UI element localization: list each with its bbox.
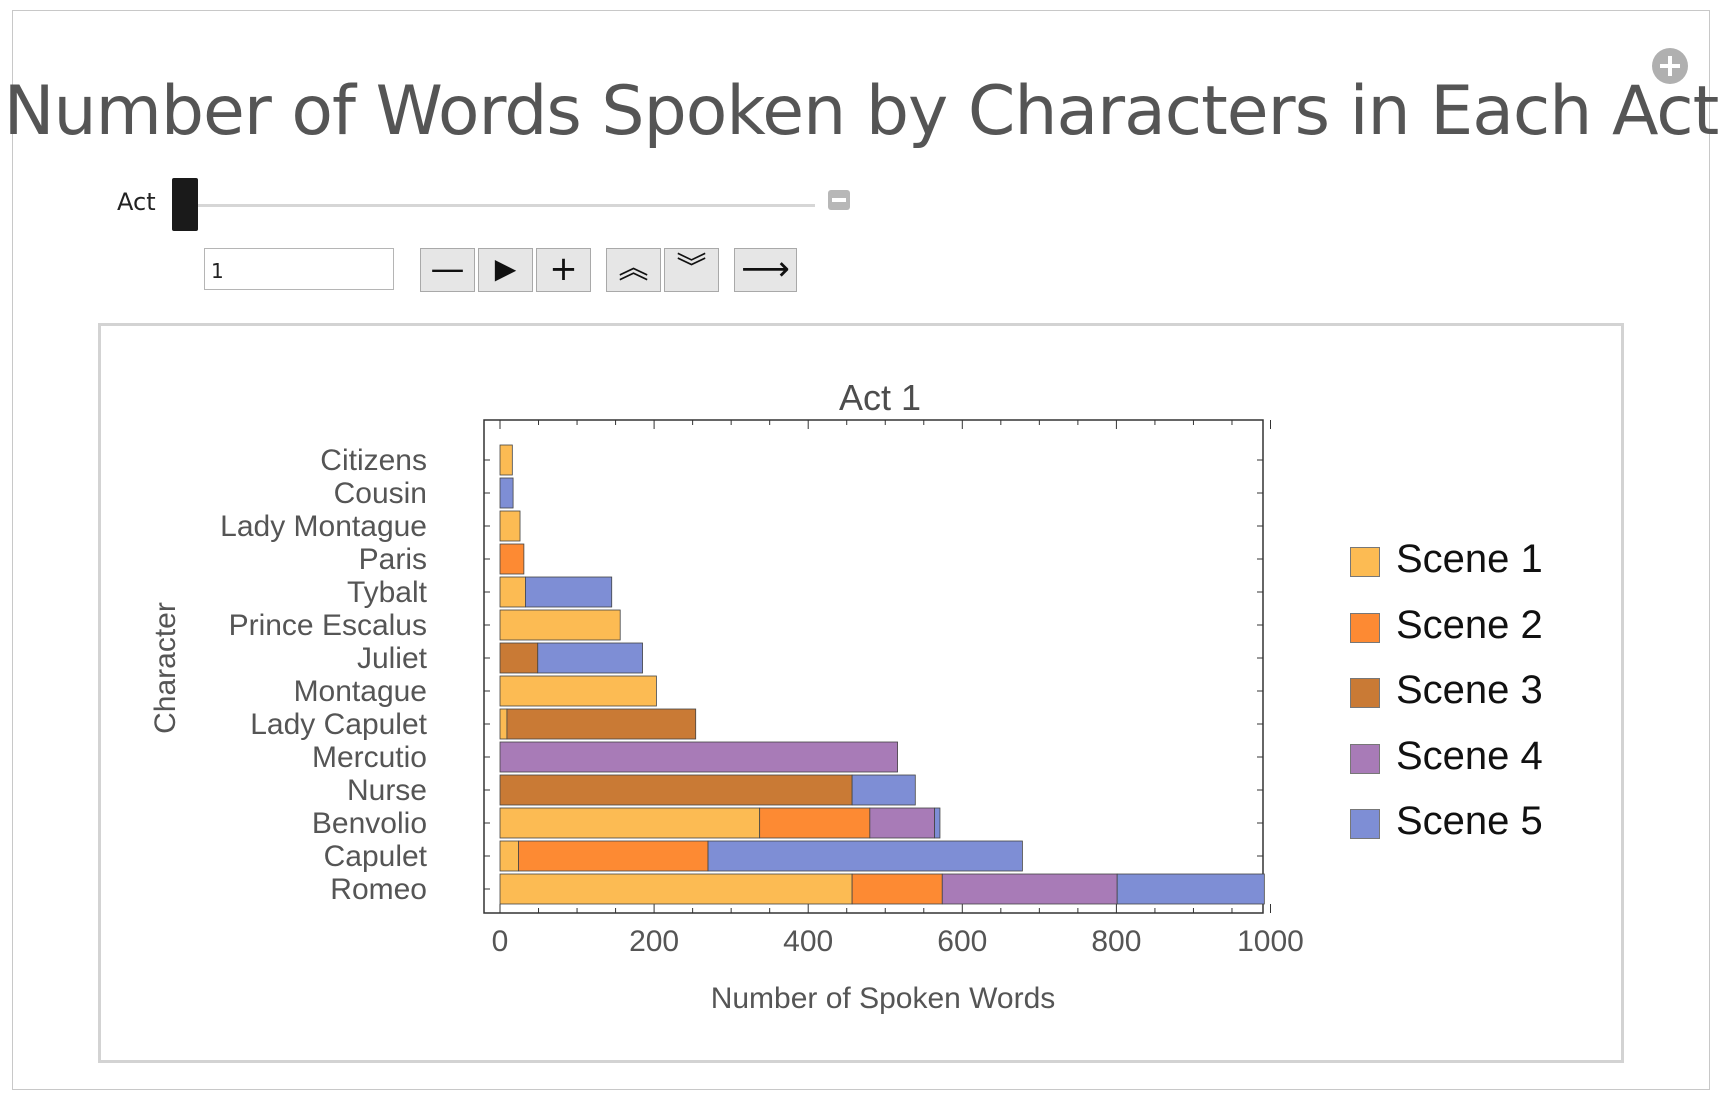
- y-tick-label: Romeo: [330, 873, 427, 906]
- play-button[interactable]: ▶: [478, 248, 533, 292]
- bar-segment: [499, 609, 621, 641]
- y-tick-label: Capulet: [324, 840, 428, 873]
- legend-label: Scene 4: [1396, 733, 1543, 778]
- legend-label: Scene 2: [1396, 602, 1543, 647]
- legend-label: Scene 5: [1396, 799, 1543, 843]
- bar-segment: [759, 807, 871, 839]
- bar-segment: [707, 840, 1023, 872]
- bar-segment: [851, 774, 916, 806]
- x-tick-label: 600: [937, 925, 987, 958]
- y-axis-label: Character: [149, 602, 182, 734]
- bar-segment: [851, 873, 943, 905]
- direction-button[interactable]: ⟶: [734, 248, 797, 292]
- legend-swatch: [1350, 547, 1380, 577]
- bar-segment: [499, 477, 514, 509]
- y-tick-label: Tybalt: [347, 576, 428, 609]
- step-back-button[interactable]: —: [420, 248, 475, 292]
- x-tick-label: 200: [629, 925, 679, 958]
- x-tick-label: 800: [1091, 925, 1141, 958]
- bar-segment: [934, 807, 941, 839]
- add-icon[interactable]: [1652, 48, 1688, 84]
- bar-segment: [941, 873, 1118, 905]
- y-tick-label: Cousin: [334, 477, 427, 510]
- legend-swatch: [1350, 612, 1380, 643]
- faster-button[interactable]: ︽: [606, 248, 661, 292]
- act-slider-label: Act: [117, 188, 156, 216]
- act-slider-thumb[interactable]: [172, 178, 198, 231]
- y-tick-label: Lady Montague: [220, 510, 427, 543]
- bar-segment: [499, 576, 526, 608]
- y-tick-label: Paris: [359, 543, 427, 576]
- legend-swatch: [1350, 809, 1380, 839]
- chart-title: Act 1: [839, 377, 921, 418]
- act-slider-track[interactable]: [195, 204, 815, 207]
- step-forward-button[interactable]: +: [536, 248, 591, 292]
- y-tick-label: Montague: [294, 675, 427, 708]
- plot-frame: [483, 419, 1264, 914]
- legend-label: Scene 3: [1396, 668, 1543, 712]
- bar-segment: [506, 708, 697, 740]
- y-tick-label: Nurse: [347, 774, 427, 807]
- y-tick-label: Prince Escalus: [229, 609, 427, 642]
- legend-swatch: [1350, 678, 1380, 708]
- bar-segment: [499, 708, 508, 740]
- bar-segment: [499, 774, 853, 806]
- y-tick-label: Benvolio: [312, 807, 427, 840]
- y-tick-label: Juliet: [357, 642, 428, 675]
- bar-segment: [499, 840, 519, 872]
- bar-segment: [525, 576, 613, 608]
- x-axis-label: Number of Spoken Words: [711, 982, 1056, 1015]
- bar-segment: [499, 741, 898, 773]
- bar-segment: [1116, 873, 1265, 905]
- legend-swatch: [1350, 743, 1380, 774]
- page-title: Number of Words Spoken by Characters in …: [3, 72, 1720, 151]
- collapse-controls-button[interactable]: [828, 190, 850, 210]
- bar-segment: [499, 642, 539, 674]
- y-tick-label: Lady Capulet: [250, 708, 427, 741]
- x-tick-label: 1000: [1237, 925, 1304, 958]
- bar-segment: [537, 642, 643, 674]
- bar-segment: [869, 807, 935, 839]
- bar-segment: [499, 444, 513, 476]
- x-tick-label: 0: [492, 925, 509, 958]
- bar-segment: [499, 873, 853, 905]
- act-value-input[interactable]: 1: [204, 248, 394, 290]
- bar-segment: [499, 543, 525, 575]
- bar-segment: [499, 675, 657, 707]
- bar-segment: [499, 807, 761, 839]
- y-tick-label: Citizens: [320, 444, 427, 477]
- bar-segment: [518, 840, 709, 872]
- slower-button[interactable]: ︾: [664, 248, 719, 292]
- legend-label: Scene 1: [1396, 537, 1543, 581]
- y-tick-label: Mercutio: [312, 741, 427, 774]
- bar-segment: [499, 510, 521, 542]
- x-tick-label: 400: [783, 925, 833, 958]
